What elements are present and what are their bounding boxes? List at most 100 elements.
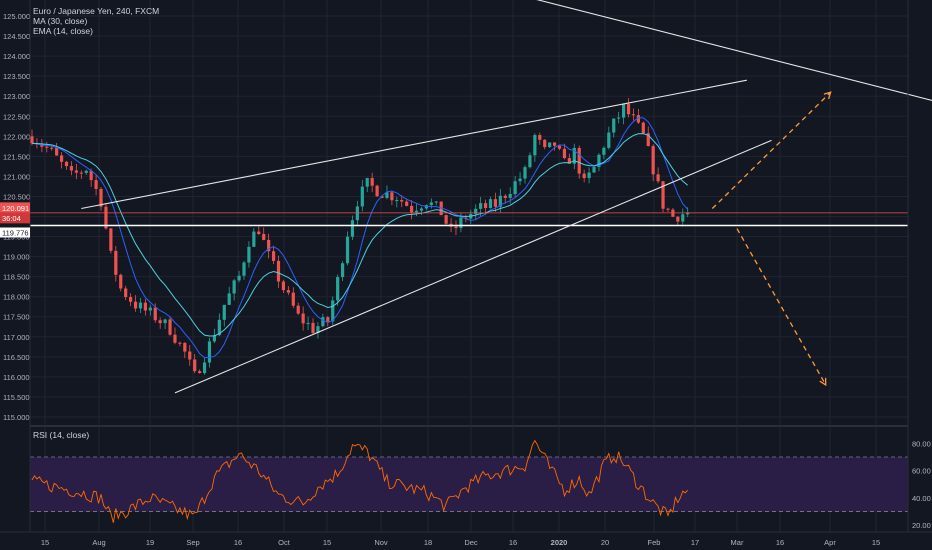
candle-body	[227, 293, 231, 305]
candle-body	[158, 320, 162, 324]
candle-body	[84, 170, 88, 173]
candle-body	[375, 185, 379, 197]
candle-body	[617, 117, 621, 119]
candle-body	[286, 290, 290, 293]
time-tick-label: Dec	[464, 538, 478, 547]
candle-body	[109, 228, 113, 251]
candle-body	[311, 322, 315, 333]
candle-body	[380, 196, 384, 198]
candle-body	[454, 226, 458, 229]
candle-body	[340, 263, 345, 278]
candle-body	[188, 351, 192, 360]
candle-body	[474, 208, 478, 214]
candle-body	[94, 180, 98, 189]
price-tick-label: 116.500	[3, 353, 30, 362]
price-tick-label: 123.500	[3, 72, 30, 81]
candle-body	[676, 216, 680, 222]
candle-body	[321, 317, 325, 327]
candle-body	[444, 215, 448, 224]
candle-body	[587, 172, 591, 179]
price-tick-label: 125.000	[3, 12, 30, 21]
time-tick-label: 16	[509, 538, 517, 547]
candle-body	[523, 167, 527, 179]
candle-body	[528, 155, 532, 168]
time-tick-label: 15	[872, 538, 880, 547]
rsi-band-fill	[30, 457, 908, 512]
candle-body	[336, 277, 340, 301]
candle-body	[666, 208, 670, 210]
candle-body	[133, 301, 138, 309]
time-tick-label: 16	[776, 538, 784, 547]
rsi-tick-label: 40.00	[912, 494, 931, 503]
projection-arrows[interactable]	[711, 91, 832, 387]
rsi-line	[31, 439, 689, 523]
candle-body	[306, 322, 310, 324]
candle-body	[355, 206, 359, 221]
ema-legend: EMA (14, close)	[33, 26, 93, 36]
candle-body	[237, 275, 241, 281]
rsi-legend: RSI (14, close)	[33, 430, 90, 440]
candle-body	[622, 103, 626, 118]
moving-average-overlays	[30, 117, 908, 359]
candle-body	[350, 220, 355, 237]
candle-body	[276, 260, 281, 282]
candle-body	[410, 205, 414, 213]
candle-body	[656, 174, 660, 182]
candle-body	[232, 280, 236, 294]
last-price-badge: 120.091	[2, 204, 29, 213]
last-price-badge-bg	[0, 202, 30, 214]
rsi-tick-label: 20.00	[912, 521, 931, 530]
price-tick-label: 122.500	[3, 112, 30, 121]
price-tick-label: 119.000	[3, 253, 30, 262]
price-tick-label: 117.500	[3, 313, 30, 322]
trendline	[174, 139, 772, 394]
candle-body	[479, 203, 483, 209]
candle-body	[30, 136, 34, 144]
candle-body	[646, 133, 650, 147]
candle-body	[557, 145, 562, 149]
candle-body	[419, 208, 424, 211]
candle-body	[168, 319, 172, 335]
candle-body	[543, 139, 547, 148]
candle-body	[405, 201, 409, 206]
candle-body	[124, 288, 128, 298]
time-tick-label: 16	[234, 538, 242, 547]
price-tick-label: 115.000	[3, 413, 30, 422]
candle-body	[202, 362, 207, 374]
countdown-badge-bg	[0, 212, 30, 224]
trendlines[interactable]	[81, 0, 932, 394]
candle-body	[567, 158, 571, 164]
candle-body	[129, 297, 133, 302]
candle-body	[434, 201, 438, 203]
candle-body	[360, 186, 364, 207]
candle-body	[99, 188, 103, 207]
candle-body	[626, 103, 631, 115]
candle-body	[301, 313, 305, 324]
price-tick-label: 118.500	[3, 273, 30, 282]
rsi-tick-label: 60.00	[912, 467, 931, 476]
price-tick-label: 121.000	[3, 172, 30, 181]
rsi-polyline	[31, 439, 689, 523]
candle-body	[572, 147, 576, 164]
price-tick-label: 123.000	[3, 92, 30, 101]
candle-body	[631, 114, 636, 116]
time-tick-label: Nov	[374, 538, 388, 547]
candle-body	[582, 173, 586, 179]
price-tick-label: 117.000	[3, 333, 30, 342]
candle-body	[271, 251, 276, 261]
level-badge-bg	[0, 227, 30, 238]
time-tick-label: 15	[41, 538, 49, 547]
candle-body	[533, 135, 537, 156]
candle-body	[661, 181, 665, 209]
price-tick-label: 124.500	[3, 32, 30, 41]
candle-body	[612, 118, 616, 133]
candle-body	[395, 200, 399, 202]
candle-body	[414, 210, 419, 213]
candle-body	[296, 305, 300, 314]
level-badge: 119.776	[2, 228, 29, 237]
candle-body	[651, 146, 655, 175]
candle-body	[143, 302, 147, 311]
projection-arrowhead	[823, 91, 832, 100]
